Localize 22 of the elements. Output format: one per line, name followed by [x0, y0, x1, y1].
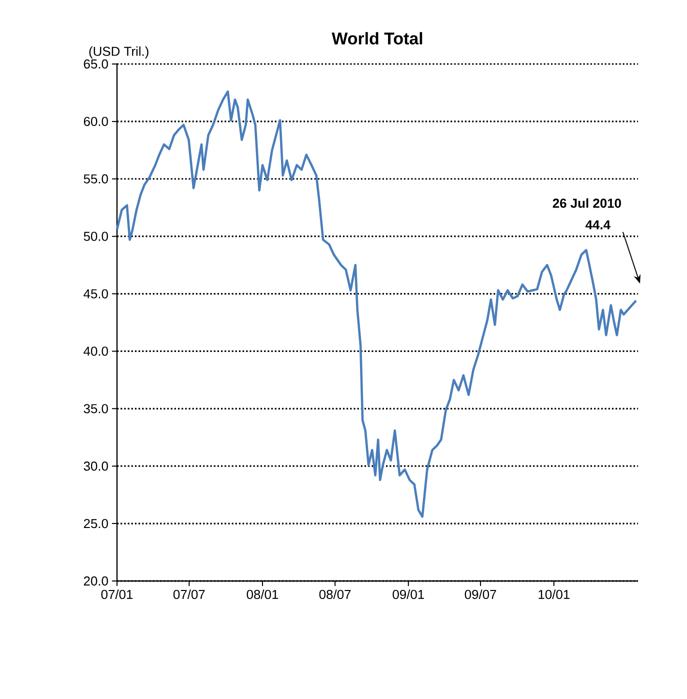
y-tick-label: 65.0	[84, 59, 108, 69]
y-tick-label: 20.0	[84, 576, 108, 586]
x-tick-label: 08/07	[319, 590, 351, 600]
y-tick-label: 25.0	[84, 518, 108, 528]
y-tick-label: 30.0	[84, 462, 108, 471]
annotation: 44.4	[585, 220, 610, 230]
y-axis-title: (USD Tril.)	[89, 46, 148, 58]
y-tick-label: 35.0	[84, 404, 108, 414]
line-series	[116, 90, 638, 518]
y-tick-label: 55.0	[84, 174, 108, 184]
y-tick-label: 40.0	[84, 346, 108, 356]
x-tick-label: 09/07	[464, 590, 496, 600]
x-tick-label: 09/01	[392, 590, 424, 600]
x-tick-label: 08/01	[246, 590, 278, 600]
y-tick-label: 50.0	[84, 232, 108, 241]
x-tick-label: 10/01	[538, 590, 570, 600]
annotation: 26 Jul 2010	[552, 198, 621, 208]
chart-title: World Total	[332, 32, 422, 45]
x-tick-label: 07/01	[101, 590, 133, 600]
y-tick-label: 60.0	[84, 116, 108, 126]
x-tick-label: 07/07	[173, 590, 205, 600]
y-tick-label: 45.0	[84, 289, 108, 298]
